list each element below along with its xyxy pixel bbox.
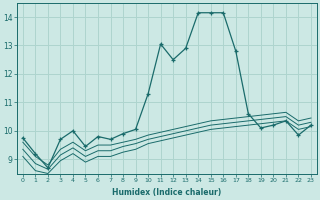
X-axis label: Humidex (Indice chaleur): Humidex (Indice chaleur) <box>112 188 221 197</box>
